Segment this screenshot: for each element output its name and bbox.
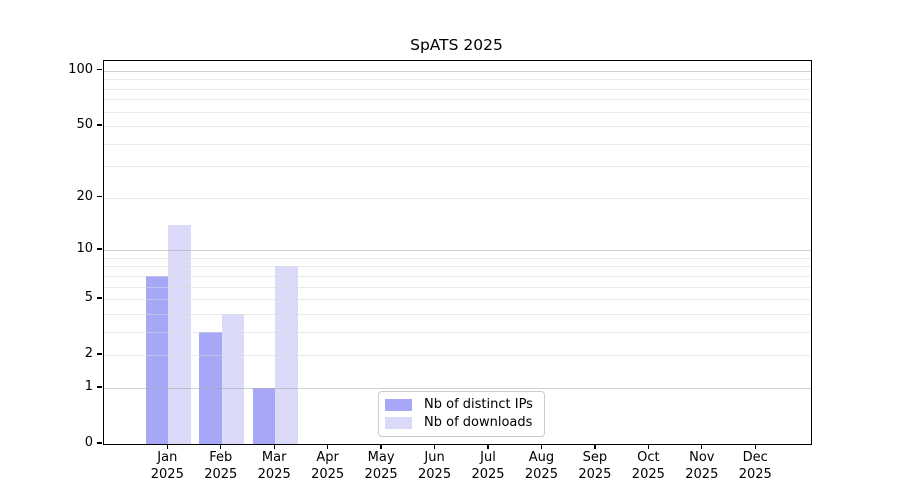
minor-gridline xyxy=(104,266,811,268)
minor-gridline xyxy=(104,79,811,81)
y-tick-mark xyxy=(97,442,102,444)
y-tick-label: 5 xyxy=(84,290,93,306)
x-tick-label: Aug 2025 xyxy=(524,450,558,482)
x-tick-label: Mar 2025 xyxy=(257,450,291,482)
bar-ips-mar xyxy=(252,387,276,444)
legend-swatch-downloads xyxy=(385,417,412,429)
y-tick-mark xyxy=(97,69,102,71)
x-tick-mark xyxy=(326,444,329,450)
x-tick-mark xyxy=(166,444,168,450)
x-tick-label: Dec 2025 xyxy=(738,450,772,482)
minor-gridline xyxy=(104,355,811,357)
x-tick-label: Apr 2025 xyxy=(311,450,345,482)
y-tick-label: 50 xyxy=(76,117,93,133)
minor-gridline xyxy=(104,286,811,288)
minor-gridline xyxy=(104,257,811,259)
bar-downloads-mar xyxy=(275,266,298,444)
legend-item-downloads: Nb of downloads xyxy=(385,415,536,431)
major-gridline xyxy=(104,387,811,389)
y-tick-label: 2 xyxy=(84,346,93,362)
legend-label: Nb of distinct IPs xyxy=(424,397,533,412)
minor-gridline xyxy=(104,313,811,315)
x-tick-label: Jul 2025 xyxy=(471,450,505,482)
x-tick-mark xyxy=(433,444,436,450)
y-tick-mark xyxy=(97,124,102,126)
y-tick-mark xyxy=(97,386,102,388)
major-gridline xyxy=(104,70,811,72)
y-tick-mark xyxy=(97,196,102,198)
minor-gridline xyxy=(104,197,811,199)
y-tick-label: 100 xyxy=(68,61,93,77)
legend: Nb of distinct IPs Nb of downloads xyxy=(378,391,545,437)
x-tick-mark xyxy=(273,444,275,450)
x-tick-label: May 2025 xyxy=(364,450,398,482)
minor-gridline xyxy=(104,111,811,113)
x-tick-mark xyxy=(701,444,703,450)
x-tick-mark xyxy=(487,444,489,450)
minor-gridline xyxy=(104,99,811,101)
minor-gridline xyxy=(104,143,811,145)
minor-gridline xyxy=(104,275,811,277)
y-tick-label: 20 xyxy=(76,188,93,204)
minor-gridline xyxy=(104,299,811,301)
x-tick-label: Oct 2025 xyxy=(631,450,665,482)
x-tick-label: Jan 2025 xyxy=(150,450,184,482)
y-tick-label: 1 xyxy=(84,378,93,394)
x-tick-label: Nov 2025 xyxy=(685,450,719,482)
x-tick-label: Jun 2025 xyxy=(418,450,452,482)
legend-item-distinct-ips: Nb of distinct IPs xyxy=(385,397,536,413)
legend-swatch-distinct-ips xyxy=(385,399,412,411)
x-tick-mark xyxy=(540,444,543,450)
x-tick-mark xyxy=(754,444,756,450)
bar-downloads-feb xyxy=(221,313,245,444)
minor-gridline xyxy=(104,331,811,333)
y-tick-mark xyxy=(97,297,102,299)
y-tick-mark xyxy=(97,353,102,355)
minor-gridline xyxy=(104,88,811,90)
y-tick-label: 10 xyxy=(76,241,93,257)
y-tick-mark xyxy=(97,248,102,250)
major-gridline xyxy=(104,250,811,252)
x-tick-mark xyxy=(594,444,596,450)
bar-downloads-jan xyxy=(168,225,191,444)
x-tick-mark xyxy=(647,444,650,450)
bar-ips-jan xyxy=(145,275,169,444)
chart-title: SpATS 2025 xyxy=(410,36,503,54)
y-tick-label: 0 xyxy=(84,435,93,450)
x-tick-mark xyxy=(220,444,222,450)
x-tick-label: Sep 2025 xyxy=(578,450,612,482)
minor-gridline xyxy=(104,166,811,168)
x-tick-mark xyxy=(380,444,382,450)
legend-label: Nb of downloads xyxy=(424,415,533,430)
minor-gridline xyxy=(104,126,811,128)
plot-area xyxy=(103,60,812,445)
x-tick-label: Feb 2025 xyxy=(204,450,238,482)
